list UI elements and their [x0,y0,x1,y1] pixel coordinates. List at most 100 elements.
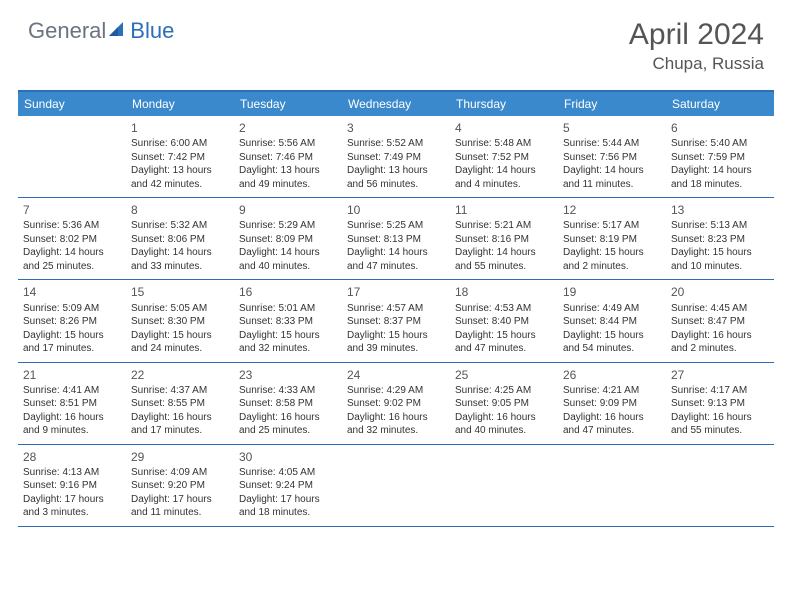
sunrise-text: Sunrise: 5:32 AM [131,219,229,233]
day-cell: 26Sunrise: 4:21 AMSunset: 9:09 PMDayligh… [558,363,666,444]
day-cell: 18Sunrise: 4:53 AMSunset: 8:40 PMDayligh… [450,280,558,361]
day-cell: 20Sunrise: 4:45 AMSunset: 8:47 PMDayligh… [666,280,774,361]
day-cell: 5Sunrise: 5:44 AMSunset: 7:56 PMDaylight… [558,116,666,197]
day-cell: 19Sunrise: 4:49 AMSunset: 8:44 PMDayligh… [558,280,666,361]
sunrise-text: Sunrise: 5:40 AM [671,137,769,151]
sunrise-text: Sunrise: 4:13 AM [23,466,121,480]
sunset-text: Sunset: 8:16 PM [455,233,553,247]
day-number: 26 [563,367,661,383]
empty-cell [342,445,450,526]
sunrise-text: Sunrise: 5:48 AM [455,137,553,151]
sunset-text: Sunset: 8:13 PM [347,233,445,247]
day-cell: 6Sunrise: 5:40 AMSunset: 7:59 PMDaylight… [666,116,774,197]
sunrise-text: Sunrise: 4:45 AM [671,302,769,316]
day-number: 24 [347,367,445,383]
week-row: 7Sunrise: 5:36 AMSunset: 8:02 PMDaylight… [18,198,774,280]
empty-cell [558,445,666,526]
day-number: 16 [239,284,337,300]
sunrise-text: Sunrise: 5:36 AM [23,219,121,233]
daylight-text: Daylight: 17 hours and 18 minutes. [239,493,337,520]
daylight-text: Daylight: 14 hours and 18 minutes. [671,164,769,191]
day-cell: 28Sunrise: 4:13 AMSunset: 9:16 PMDayligh… [18,445,126,526]
sunrise-text: Sunrise: 4:05 AM [239,466,337,480]
sunset-text: Sunset: 8:06 PM [131,233,229,247]
sunrise-text: Sunrise: 5:17 AM [563,219,661,233]
week-row: 1Sunrise: 6:00 AMSunset: 7:42 PMDaylight… [18,116,774,198]
daylight-text: Daylight: 15 hours and 47 minutes. [455,329,553,356]
day-cell: 29Sunrise: 4:09 AMSunset: 9:20 PMDayligh… [126,445,234,526]
sunrise-text: Sunrise: 4:53 AM [455,302,553,316]
sunset-text: Sunset: 9:24 PM [239,479,337,493]
day-number: 28 [23,449,121,465]
daylight-text: Daylight: 13 hours and 42 minutes. [131,164,229,191]
sunrise-text: Sunrise: 6:00 AM [131,137,229,151]
day-cell: 13Sunrise: 5:13 AMSunset: 8:23 PMDayligh… [666,198,774,279]
weekday-header: Friday [558,92,666,116]
sunset-text: Sunset: 9:20 PM [131,479,229,493]
day-number: 4 [455,120,553,136]
sunrise-text: Sunrise: 4:17 AM [671,384,769,398]
daylight-text: Daylight: 13 hours and 56 minutes. [347,164,445,191]
sunset-text: Sunset: 8:19 PM [563,233,661,247]
daylight-text: Daylight: 16 hours and 40 minutes. [455,411,553,438]
day-cell: 27Sunrise: 4:17 AMSunset: 9:13 PMDayligh… [666,363,774,444]
daylight-text: Daylight: 14 hours and 4 minutes. [455,164,553,191]
daylight-text: Daylight: 15 hours and 17 minutes. [23,329,121,356]
day-number: 21 [23,367,121,383]
empty-cell [450,445,558,526]
day-number: 2 [239,120,337,136]
day-number: 23 [239,367,337,383]
day-cell: 16Sunrise: 5:01 AMSunset: 8:33 PMDayligh… [234,280,342,361]
daylight-text: Daylight: 14 hours and 25 minutes. [23,246,121,273]
sunrise-text: Sunrise: 5:13 AM [671,219,769,233]
day-cell: 10Sunrise: 5:25 AMSunset: 8:13 PMDayligh… [342,198,450,279]
sunset-text: Sunset: 9:16 PM [23,479,121,493]
empty-cell [18,116,126,197]
day-cell: 1Sunrise: 6:00 AMSunset: 7:42 PMDaylight… [126,116,234,197]
daylight-text: Daylight: 16 hours and 2 minutes. [671,329,769,356]
daylight-text: Daylight: 16 hours and 47 minutes. [563,411,661,438]
day-cell: 12Sunrise: 5:17 AMSunset: 8:19 PMDayligh… [558,198,666,279]
daylight-text: Daylight: 17 hours and 11 minutes. [131,493,229,520]
day-cell: 4Sunrise: 5:48 AMSunset: 7:52 PMDaylight… [450,116,558,197]
sunset-text: Sunset: 8:51 PM [23,397,121,411]
sunrise-text: Sunrise: 4:09 AM [131,466,229,480]
week-row: 21Sunrise: 4:41 AMSunset: 8:51 PMDayligh… [18,363,774,445]
sunrise-text: Sunrise: 5:09 AM [23,302,121,316]
daylight-text: Daylight: 15 hours and 2 minutes. [563,246,661,273]
sunrise-text: Sunrise: 4:25 AM [455,384,553,398]
weekday-header: Saturday [666,92,774,116]
daylight-text: Daylight: 15 hours and 32 minutes. [239,329,337,356]
sunset-text: Sunset: 7:52 PM [455,151,553,165]
calendar-grid: SundayMondayTuesdayWednesdayThursdayFrid… [18,90,774,527]
sunset-text: Sunset: 8:30 PM [131,315,229,329]
day-number: 7 [23,202,121,218]
week-row: 14Sunrise: 5:09 AMSunset: 8:26 PMDayligh… [18,280,774,362]
day-number: 10 [347,202,445,218]
sunrise-text: Sunrise: 5:01 AM [239,302,337,316]
weekday-header: Sunday [18,92,126,116]
day-number: 22 [131,367,229,383]
sunset-text: Sunset: 9:05 PM [455,397,553,411]
day-number: 12 [563,202,661,218]
day-cell: 17Sunrise: 4:57 AMSunset: 8:37 PMDayligh… [342,280,450,361]
sunset-text: Sunset: 8:55 PM [131,397,229,411]
day-number: 8 [131,202,229,218]
day-cell: 25Sunrise: 4:25 AMSunset: 9:05 PMDayligh… [450,363,558,444]
sunset-text: Sunset: 8:58 PM [239,397,337,411]
sunset-text: Sunset: 7:42 PM [131,151,229,165]
daylight-text: Daylight: 14 hours and 40 minutes. [239,246,337,273]
day-cell: 15Sunrise: 5:05 AMSunset: 8:30 PMDayligh… [126,280,234,361]
day-number: 5 [563,120,661,136]
day-number: 14 [23,284,121,300]
sunset-text: Sunset: 8:40 PM [455,315,553,329]
sunrise-text: Sunrise: 5:29 AM [239,219,337,233]
daylight-text: Daylight: 16 hours and 32 minutes. [347,411,445,438]
sunset-text: Sunset: 9:09 PM [563,397,661,411]
weekday-header: Tuesday [234,92,342,116]
day-number: 25 [455,367,553,383]
day-number: 19 [563,284,661,300]
sunset-text: Sunset: 7:56 PM [563,151,661,165]
sunset-text: Sunset: 8:09 PM [239,233,337,247]
sunset-text: Sunset: 7:46 PM [239,151,337,165]
